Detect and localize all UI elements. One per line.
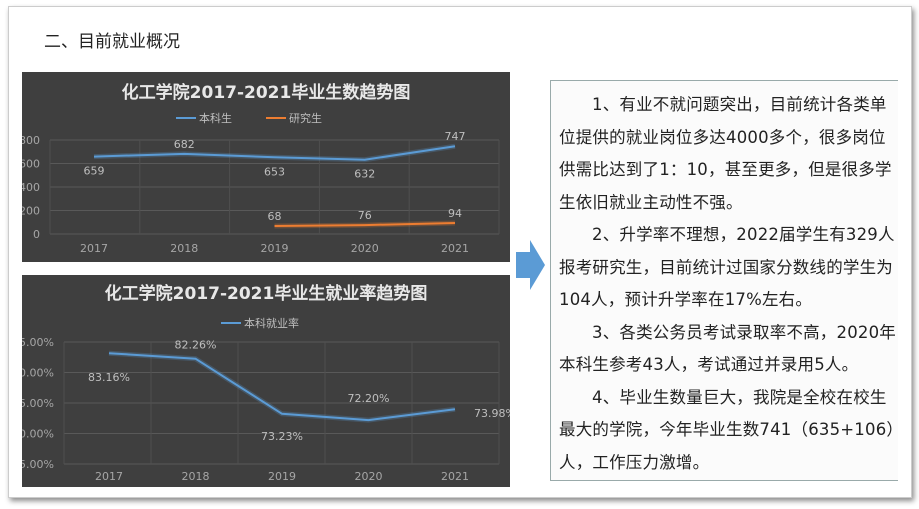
y-tick-label: 80.00% [22,367,54,380]
paragraph-4: 4、毕业生数量巨大，我院是全校在校生最大的学院，今年毕业生数741（635+10… [559,387,895,472]
y-tick-label: 65.00% [22,458,54,471]
data-label: 76 [358,209,372,222]
y-tick-label: 800 [22,134,40,147]
data-label: 632 [354,168,375,181]
legend-label: 本科生 [199,111,232,125]
x-tick-label: 2021 [441,242,469,255]
data-label: 73.23% [261,430,303,443]
data-label: 73.98% [474,407,510,420]
x-tick-label: 2020 [355,470,383,483]
x-tick-label: 2017 [95,470,123,483]
y-tick-label: 400 [22,181,40,194]
summary-text-box: 1、有业不就问题突出，目前统计各类单位提供的就业岗位多达4000多个，很多岗位供… [550,80,898,481]
series-glow [108,350,456,423]
legend-label: 本科就业率 [244,316,299,330]
y-tick-label: 0 [33,228,40,241]
y-tick-label: 600 [22,158,40,171]
legend-label: 研究生 [289,111,322,125]
data-label: 747 [445,130,466,143]
employment-rate-chart: 化工学院2017-2021毕业生就业率趋势图 65.00% 70.00% 75.00%… [22,275,510,487]
data-label: 682 [174,138,195,151]
x-tick-label: 2020 [351,242,379,255]
series-line [108,352,456,422]
paragraph-1: 1、有业不就问题突出，目前统计各类单位提供的就业岗位多达4000多个，很多岗位供… [559,95,892,212]
y-tick-label: 70.00% [22,428,54,441]
paragraph-2: 2、升学率不理想，2022届学生有329人报考研究生，目前统计过国家分数线的学生… [559,225,895,309]
x-tick-label: 2018 [170,242,198,255]
x-tick-label: 2017 [80,242,108,255]
paragraph-3: 3、各类公务员考试录取率不高，2020年本科生参考43人，考试通过并录用5人。 [559,322,896,375]
right-arrow-icon [516,240,545,290]
chart-title: 化工学院2017-2021毕业生就业率趋势图 [105,283,428,304]
data-label: 83.16% [88,371,130,384]
series-line [93,145,456,161]
x-tick-label: 2019 [261,242,289,255]
data-label: 72.20% [348,392,390,405]
series-line [274,221,456,228]
x-tick-label: 2018 [182,470,210,483]
slide-title: 二、目前就业概况 [44,32,180,52]
data-label: 68 [268,210,282,223]
data-label: 659 [84,165,105,178]
data-label: 653 [264,165,285,178]
y-tick-label: 85.00% [22,336,54,349]
graduates-count-chart: 化工学院2017-2021毕业生数趋势图 0 200 400 600 800 2017 201… [22,72,510,262]
chart-title: 化工学院2017-2021毕业生数趋势图 [122,82,411,103]
data-label: 82.26% [175,339,217,352]
data-label: 94 [448,207,462,220]
x-tick-label: 2019 [268,470,296,483]
x-tick-label: 2021 [441,470,469,483]
y-tick-label: 200 [22,205,40,218]
y-tick-label: 75.00% [22,397,54,410]
